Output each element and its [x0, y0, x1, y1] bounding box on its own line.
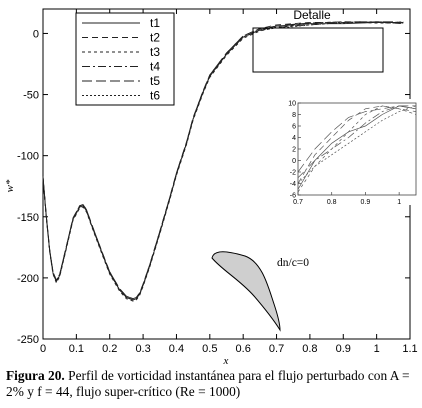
inset-x-tick-label: 0.7: [293, 199, 303, 206]
inset-series-line-t1: [297, 105, 417, 190]
x-tick-label: 0.3: [135, 343, 150, 355]
inset-y-tick-label: 2: [292, 147, 296, 154]
y-tick-label: 0: [33, 28, 39, 40]
y-tick-label: -100: [17, 151, 39, 163]
x-tick-label: 0.5: [202, 343, 217, 355]
figure-caption: Figura 20. Perfil de vorticidad instantá…: [6, 368, 420, 400]
inset-y-tick-label: -6: [290, 193, 296, 200]
inset-series-line-t5: [297, 105, 416, 173]
legend-label-t3: t3: [150, 45, 160, 59]
inset-series-line-t2: [297, 105, 417, 184]
legend-label-t4: t4: [150, 60, 160, 74]
x-tick-label: 0.1: [69, 343, 84, 355]
x-tick-label: 0.9: [336, 343, 351, 355]
airfoil-annotation: dn/c=0: [277, 257, 309, 269]
inset-y-tick-label: -4: [290, 181, 296, 188]
legend-label-t6: t6: [150, 89, 160, 103]
x-tick-label: 0.2: [102, 343, 117, 355]
inset-x-tick-label: 0.9: [361, 199, 371, 206]
detail-region-box: [252, 27, 384, 73]
inset-y-tick-label: 6: [292, 124, 296, 131]
x-tick-label: 1.1: [402, 343, 417, 355]
inset-y-tick-label: -2: [290, 170, 296, 177]
x-tick-label: 0.6: [236, 343, 251, 355]
inset-y-tick-label: 8: [292, 112, 296, 119]
main-series: [42, 21, 404, 302]
legend-label-t5: t5: [150, 74, 160, 88]
inset-series-line-t6: [297, 105, 417, 184]
airfoil-shape: [211, 251, 281, 332]
detail-label: Detalle: [293, 8, 331, 22]
x-tick-label: 0.8: [302, 343, 317, 355]
inset-y-tick-label: 4: [292, 135, 296, 142]
inset-y-tick-label: 0: [292, 158, 296, 165]
x-tick-label: 1: [374, 343, 380, 355]
inset-x-tick-label: 1: [397, 199, 401, 206]
x-tick-label: 0: [40, 343, 46, 355]
y-tick-label: -50: [23, 90, 39, 102]
inset-y-tick-label: 10: [288, 101, 296, 108]
inset-plot: 0.7 0.8 0.9 1 10 8 6 4 2 0 -2 -4 -6: [283, 99, 421, 206]
legend-label-t2: t2: [150, 31, 160, 45]
legend-label-t1: t1: [150, 16, 160, 30]
caption-label: Figura 20.: [6, 368, 65, 383]
x-tick-label: 0.7: [269, 343, 284, 355]
y-axis-label: w*: [4, 179, 16, 192]
inset-series-line-t4: [297, 105, 417, 179]
main-axes: 0 0.1 0.2 0.3 0.4 0.5 0.6 0.7 0.8 0.9 1 1.1 0 -50 -100…: [17, 9, 418, 355]
caption-text: Perfil de vorticidad instantánea para el…: [6, 368, 410, 399]
series-line-t6: [42, 21, 404, 301]
y-tick-label: -250: [17, 334, 39, 346]
inset-x-tick-label: 0.8: [327, 199, 337, 206]
legend-box: [75, 12, 175, 106]
vorticity-chart: 0 0.1 0.2 0.3 0.4 0.5 0.6 0.7 0.8 0.9 1 1.1 0 -50 -100…: [4, 8, 421, 367]
inset-background: [283, 99, 421, 205]
x-tick-label: 0.4: [169, 343, 184, 355]
y-tick-label: -200: [17, 273, 39, 285]
inset-series-line-t3: [297, 105, 417, 193]
x-axis-label: x: [223, 355, 229, 367]
y-tick-label: -150: [17, 212, 39, 224]
